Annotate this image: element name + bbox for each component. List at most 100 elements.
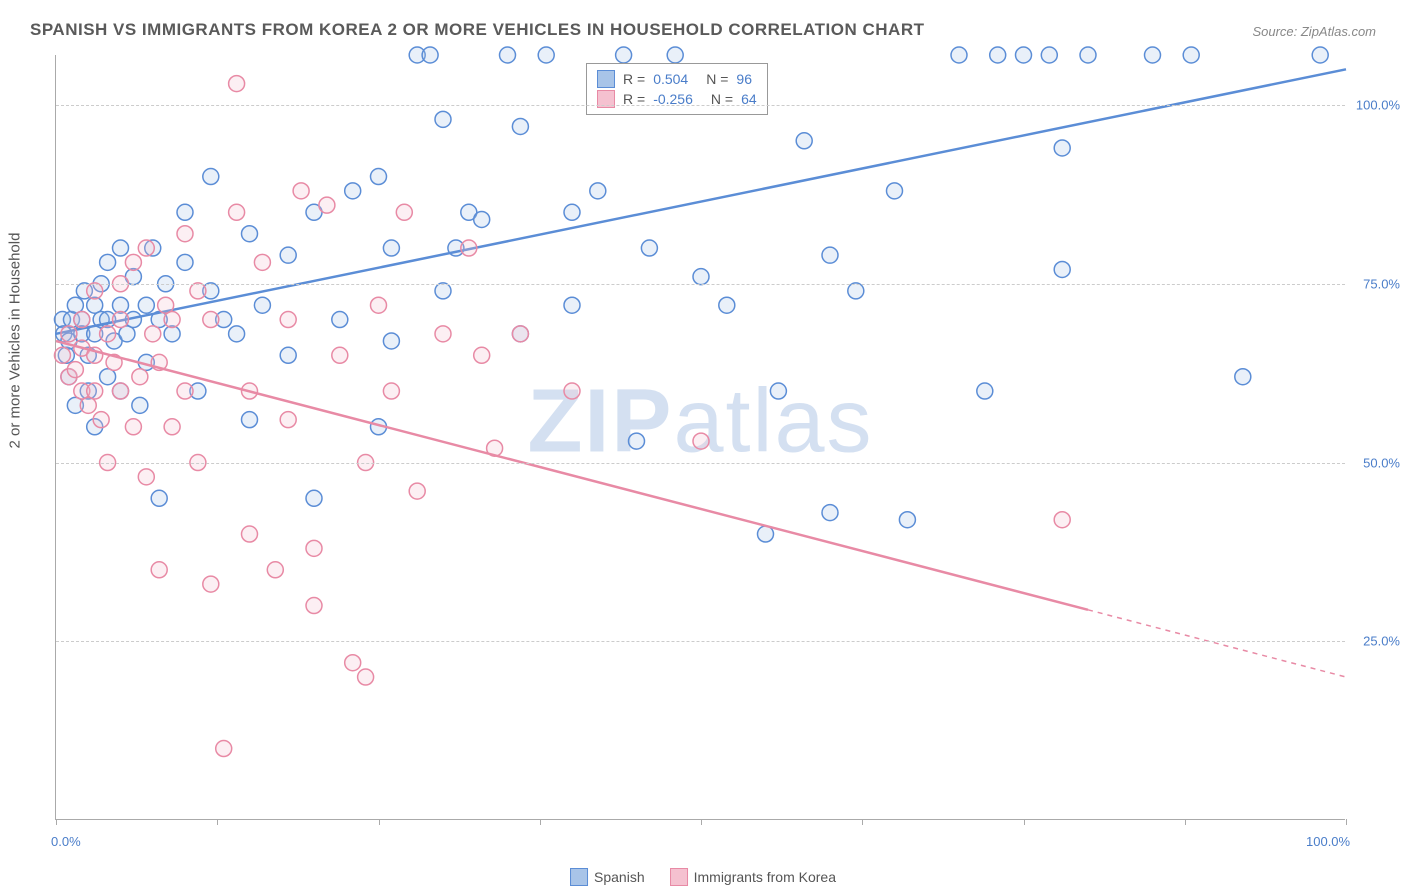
data-point: [138, 469, 154, 485]
data-point: [641, 240, 657, 256]
data-point: [409, 483, 425, 499]
x-tick-mark: [1185, 819, 1186, 825]
data-point: [474, 347, 490, 363]
data-point: [693, 269, 709, 285]
legend-label-spanish: Spanish: [594, 869, 645, 885]
data-point: [229, 204, 245, 220]
data-point: [629, 433, 645, 449]
data-point: [132, 397, 148, 413]
legend-swatch-spanish: [597, 70, 615, 88]
data-point: [332, 347, 348, 363]
data-point: [848, 283, 864, 299]
data-point: [474, 211, 490, 227]
data-point: [1145, 47, 1161, 63]
data-point: [113, 312, 129, 328]
r-value-spanish: 0.504: [653, 71, 688, 87]
legend-row-spanish: R = 0.504 N = 96: [597, 70, 757, 88]
data-point: [435, 111, 451, 127]
x-tick-mark: [1024, 819, 1025, 825]
data-point: [177, 226, 193, 242]
data-point: [254, 254, 270, 270]
data-point: [177, 204, 193, 220]
legend-swatch-korea: [670, 868, 688, 886]
y-tick-label: 75.0%: [1350, 276, 1400, 291]
data-point: [564, 204, 580, 220]
data-point: [435, 283, 451, 299]
bottom-legend-spanish: Spanish: [570, 868, 645, 886]
data-point: [280, 312, 296, 328]
data-point: [87, 283, 103, 299]
x-tick-mark: [56, 819, 57, 825]
data-point: [151, 562, 167, 578]
data-point: [319, 197, 335, 213]
data-point: [1041, 47, 1057, 63]
x-tick-mark: [1346, 819, 1347, 825]
trend-line-extrapolated: [1088, 610, 1346, 677]
data-point: [203, 576, 219, 592]
data-point: [203, 312, 219, 328]
data-point: [138, 297, 154, 313]
gridline: [56, 105, 1345, 106]
data-point: [216, 741, 232, 757]
data-point: [280, 247, 296, 263]
data-point: [293, 183, 309, 199]
data-point: [616, 47, 632, 63]
data-point: [151, 490, 167, 506]
chart-plot-area: ZIPatlas R = 0.504 N = 96 R = -0.256 N =…: [55, 55, 1345, 820]
data-point: [1054, 261, 1070, 277]
data-point: [203, 169, 219, 185]
x-tick-label: 100.0%: [1306, 834, 1350, 849]
data-point: [145, 326, 161, 342]
data-point: [332, 312, 348, 328]
data-point: [512, 118, 528, 134]
data-point: [693, 433, 709, 449]
data-point: [54, 347, 70, 363]
data-point: [383, 383, 399, 399]
data-point: [125, 254, 141, 270]
bottom-legend: Spanish Immigrants from Korea: [570, 868, 836, 886]
gridline: [56, 463, 1345, 464]
data-point: [177, 383, 193, 399]
data-point: [1312, 47, 1328, 63]
data-point: [461, 240, 477, 256]
data-point: [306, 490, 322, 506]
data-point: [396, 204, 412, 220]
data-point: [164, 419, 180, 435]
data-point: [371, 297, 387, 313]
data-point: [132, 369, 148, 385]
data-point: [242, 412, 258, 428]
data-point: [422, 47, 438, 63]
y-tick-label: 100.0%: [1350, 98, 1400, 113]
data-point: [306, 598, 322, 614]
x-tick-mark: [217, 819, 218, 825]
gridline: [56, 284, 1345, 285]
data-point: [229, 326, 245, 342]
legend-swatch-spanish: [570, 868, 588, 886]
data-point: [770, 383, 786, 399]
data-point: [306, 540, 322, 556]
data-point: [254, 297, 270, 313]
y-axis-label: 2 or more Vehicles in Household: [7, 233, 24, 449]
data-point: [590, 183, 606, 199]
data-point: [951, 47, 967, 63]
r-label: R =: [623, 71, 645, 87]
data-point: [500, 47, 516, 63]
data-point: [1054, 512, 1070, 528]
data-point: [345, 655, 361, 671]
data-point: [383, 333, 399, 349]
data-point: [512, 326, 528, 342]
x-tick-label: 0.0%: [51, 834, 81, 849]
data-point: [242, 526, 258, 542]
data-point: [1054, 140, 1070, 156]
trend-line: [56, 341, 1088, 610]
data-point: [113, 383, 129, 399]
data-point: [100, 254, 116, 270]
n-value-spanish: 96: [736, 71, 752, 87]
data-point: [887, 183, 903, 199]
n-label: N =: [706, 71, 728, 87]
bottom-legend-korea: Immigrants from Korea: [670, 868, 836, 886]
data-point: [538, 47, 554, 63]
data-point: [280, 347, 296, 363]
chart-title: SPANISH VS IMMIGRANTS FROM KOREA 2 OR MO…: [30, 20, 925, 40]
data-point: [67, 362, 83, 378]
